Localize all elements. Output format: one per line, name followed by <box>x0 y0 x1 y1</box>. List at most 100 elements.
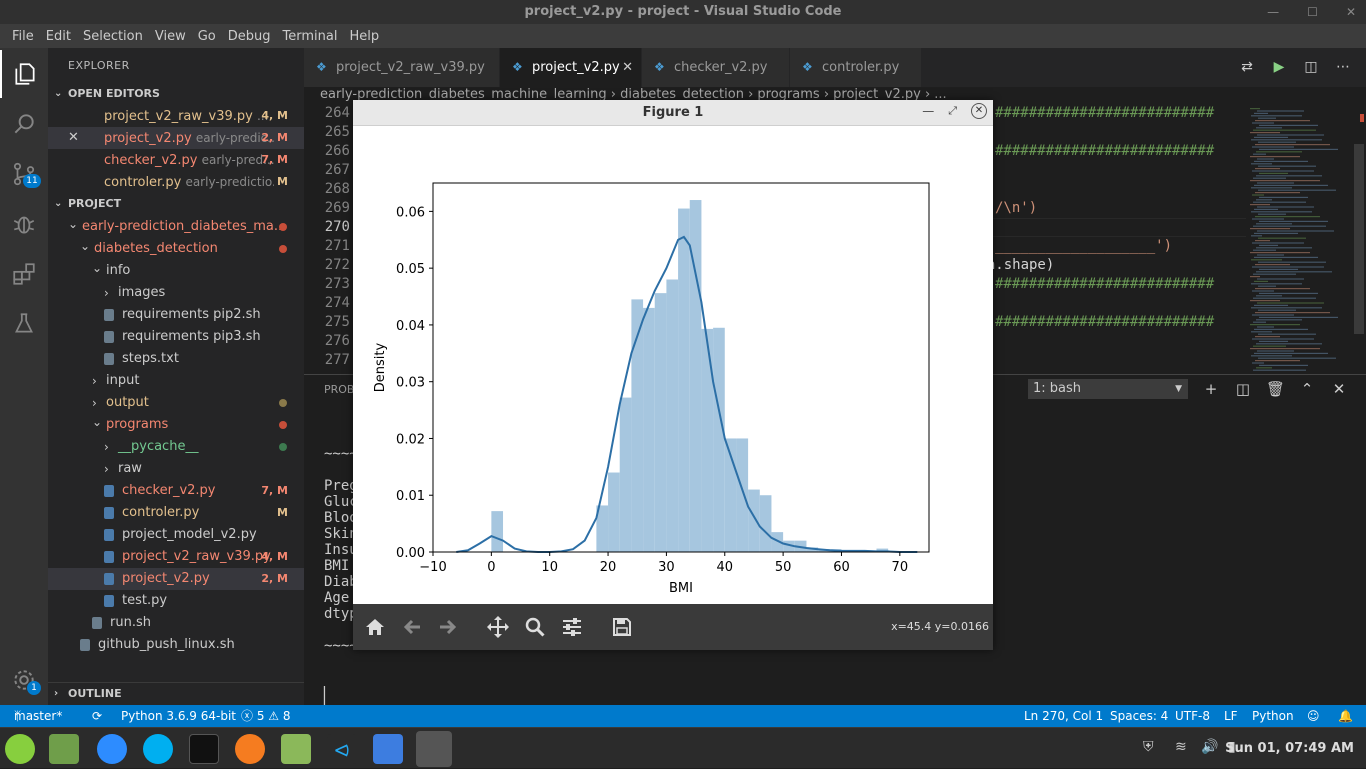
menu-selection[interactable]: Selection <box>82 28 143 44</box>
tree-item[interactable]: controler.py M <box>48 502 304 524</box>
indentation[interactable]: Spaces: 4 <box>1110 709 1169 723</box>
tree-item[interactable]: requirements pip2.sh <box>48 304 304 326</box>
menu-debug[interactable]: Debug <box>227 28 271 44</box>
menu-help[interactable]: Help <box>349 28 380 44</box>
maximize-panel-icon[interactable]: ⌃ <box>1300 380 1314 398</box>
menu-terminal[interactable]: Terminal <box>282 28 338 44</box>
menu-file[interactable]: File <box>12 28 34 44</box>
breadcrumb[interactable]: early-prediction_diabetes_machine_learni… <box>320 87 947 102</box>
tree-item[interactable]: ⌄ info <box>48 260 304 282</box>
tree-item[interactable]: › output <box>48 392 304 414</box>
new-terminal-icon[interactable]: + <box>1204 380 1218 398</box>
tree-item[interactable]: › images <box>48 282 304 304</box>
figure-minimize-button[interactable]: — <box>922 104 935 118</box>
tab-controler-py[interactable]: ❖ controler.py <box>790 48 922 87</box>
wifi-icon[interactable]: ≋ <box>1175 739 1187 755</box>
tab-checker-v2-py[interactable]: ❖ checker_v2.py <box>642 48 790 87</box>
tree-item[interactable]: ⌄ early-prediction_diabetes_ma... <box>48 216 304 238</box>
extensions-icon[interactable] <box>0 250 48 298</box>
editor-scrollbar[interactable] <box>1352 104 1366 374</box>
tab-problems[interactable]: PROB <box>324 383 355 396</box>
notifications-icon[interactable]: 🔔 <box>1338 709 1353 723</box>
line-ending[interactable]: LF <box>1224 709 1238 723</box>
python-interpreter[interactable]: Python 3.6.9 64-bit <box>121 709 237 723</box>
zoom-icon[interactable] <box>97 734 127 764</box>
tree-item[interactable]: checker_v2.py 7, M <box>48 480 304 502</box>
tree-item[interactable]: test.py <box>48 590 304 612</box>
maximize-button[interactable]: ☐ <box>1307 5 1318 19</box>
menu-go[interactable]: Go <box>197 28 216 44</box>
search-icon[interactable] <box>0 100 48 148</box>
outline-header[interactable]: › OUTLINE <box>48 682 304 704</box>
close-editor-icon[interactable]: ✕ <box>68 130 79 145</box>
encoding[interactable]: UTF-8 <box>1175 709 1210 723</box>
tree-item[interactable]: requirements pip3.sh <box>48 326 304 348</box>
open-editors-header[interactable]: ⌄ OPEN EDITORS <box>48 83 304 105</box>
save-figure-icon[interactable] <box>609 614 635 640</box>
open-editor-item[interactable]: checker_v2.py early-pred... 7, M <box>48 149 304 171</box>
compare-changes-icon[interactable]: ⇄ <box>1241 59 1253 75</box>
tab-project-v2-raw-v39-py[interactable]: ❖ project_v2_raw_v39.py <box>304 48 500 87</box>
tree-item[interactable]: › raw <box>48 458 304 480</box>
shield-icon[interactable]: ⛨ <box>1143 739 1154 755</box>
explorer-icon[interactable] <box>0 50 48 98</box>
cursor-position[interactable]: Ln 270, Col 1 <box>1024 709 1104 723</box>
matplotlib-icon[interactable] <box>416 731 452 767</box>
back-arrow-icon[interactable] <box>399 614 425 640</box>
close-button[interactable]: ✕ <box>1345 5 1356 19</box>
open-editor-item[interactable]: ✕ project_v2.py early-predic... 2, M <box>48 127 304 149</box>
tree-item[interactable]: project_v2_raw_v39.py 4, M <box>48 546 304 568</box>
terminal-app-icon[interactable] <box>189 734 219 764</box>
language-mode[interactable]: Python <box>1252 709 1294 723</box>
tree-item[interactable]: ⌄ diabetes_detection <box>48 238 304 260</box>
gear-icon[interactable] <box>0 656 48 704</box>
split-terminal-icon[interactable]: ◫ <box>1235 380 1251 398</box>
minimap[interactable] <box>1246 104 1352 374</box>
clock[interactable]: Sun 01, 07:49 AM <box>1225 741 1354 756</box>
configure-subplots-icon[interactable] <box>559 614 585 640</box>
run-icon[interactable]: ▶ <box>1273 59 1285 75</box>
project-header[interactable]: ⌄ PROJECT <box>48 193 304 215</box>
more-actions-icon[interactable]: ⋯ <box>1336 59 1350 75</box>
folder-icon[interactable] <box>281 734 311 764</box>
tree-item[interactable]: ⌄ programs <box>48 414 304 436</box>
volume-icon[interactable]: 🔊 <box>1201 739 1219 755</box>
sync-icon[interactable]: ⟳ <box>92 709 103 723</box>
wps-icon[interactable] <box>373 734 403 764</box>
tree-item[interactable]: › input <box>48 370 304 392</box>
firefox-icon[interactable] <box>235 734 265 764</box>
menu-edit[interactable]: Edit <box>45 28 71 44</box>
tree-item[interactable]: github_push_linux.sh <box>48 634 304 656</box>
battery-icon[interactable]: ▮ <box>1228 739 1236 755</box>
menu-view[interactable]: View <box>154 28 186 44</box>
minimize-button[interactable]: — <box>1267 5 1280 19</box>
pan-move-icon[interactable] <box>485 614 511 640</box>
zoom-magnifier-icon[interactable] <box>522 614 548 640</box>
files-icon[interactable] <box>49 734 79 764</box>
skype-icon[interactable] <box>143 734 173 764</box>
bmi-density-plot[interactable]: −10 0 10 20 30 40 50 60 70 0.00 0.01 0.02 0.03 0.04 0.… <box>353 126 993 604</box>
debug-icon[interactable] <box>0 200 48 248</box>
tree-item[interactable]: project_v2.py 2, M <box>48 568 304 590</box>
close-tab-icon[interactable]: ✕ <box>622 60 633 75</box>
terminal-select[interactable]: 1: bash ▼ <box>1028 379 1188 399</box>
split-editor-icon[interactable]: ◫ <box>1304 59 1318 75</box>
vscode-icon[interactable]: ⪦ <box>327 734 357 764</box>
close-panel-icon[interactable]: ✕ <box>1332 380 1346 398</box>
tree-item[interactable]: steps.txt <box>48 348 304 370</box>
home-icon[interactable] <box>362 614 388 640</box>
open-editor-item[interactable]: controler.py early-predictio... M <box>48 171 304 193</box>
mint-menu-icon[interactable] <box>5 734 35 764</box>
forward-arrow-icon[interactable] <box>435 614 461 640</box>
tab-project-v2-py[interactable]: ❖ project_v2.py ✕ <box>500 48 642 87</box>
feedback-icon[interactable]: ☺ <box>1307 709 1320 723</box>
figure-maximize-button[interactable]: ⤢ <box>948 104 957 117</box>
tree-item[interactable]: project_model_v2.py <box>48 524 304 546</box>
source-control-icon[interactable] <box>0 150 48 198</box>
test-flask-icon[interactable] <box>0 300 48 348</box>
problems-count[interactable]: ⓧ 5 ⚠ 8 <box>241 709 291 723</box>
tree-item[interactable]: run.sh <box>48 612 304 634</box>
trash-icon[interactable]: 🗑 <box>1266 380 1286 398</box>
open-editor-item[interactable]: project_v2_raw_v39.py ... 4, M <box>48 105 304 127</box>
tree-item[interactable]: › __pycache__ <box>48 436 304 458</box>
